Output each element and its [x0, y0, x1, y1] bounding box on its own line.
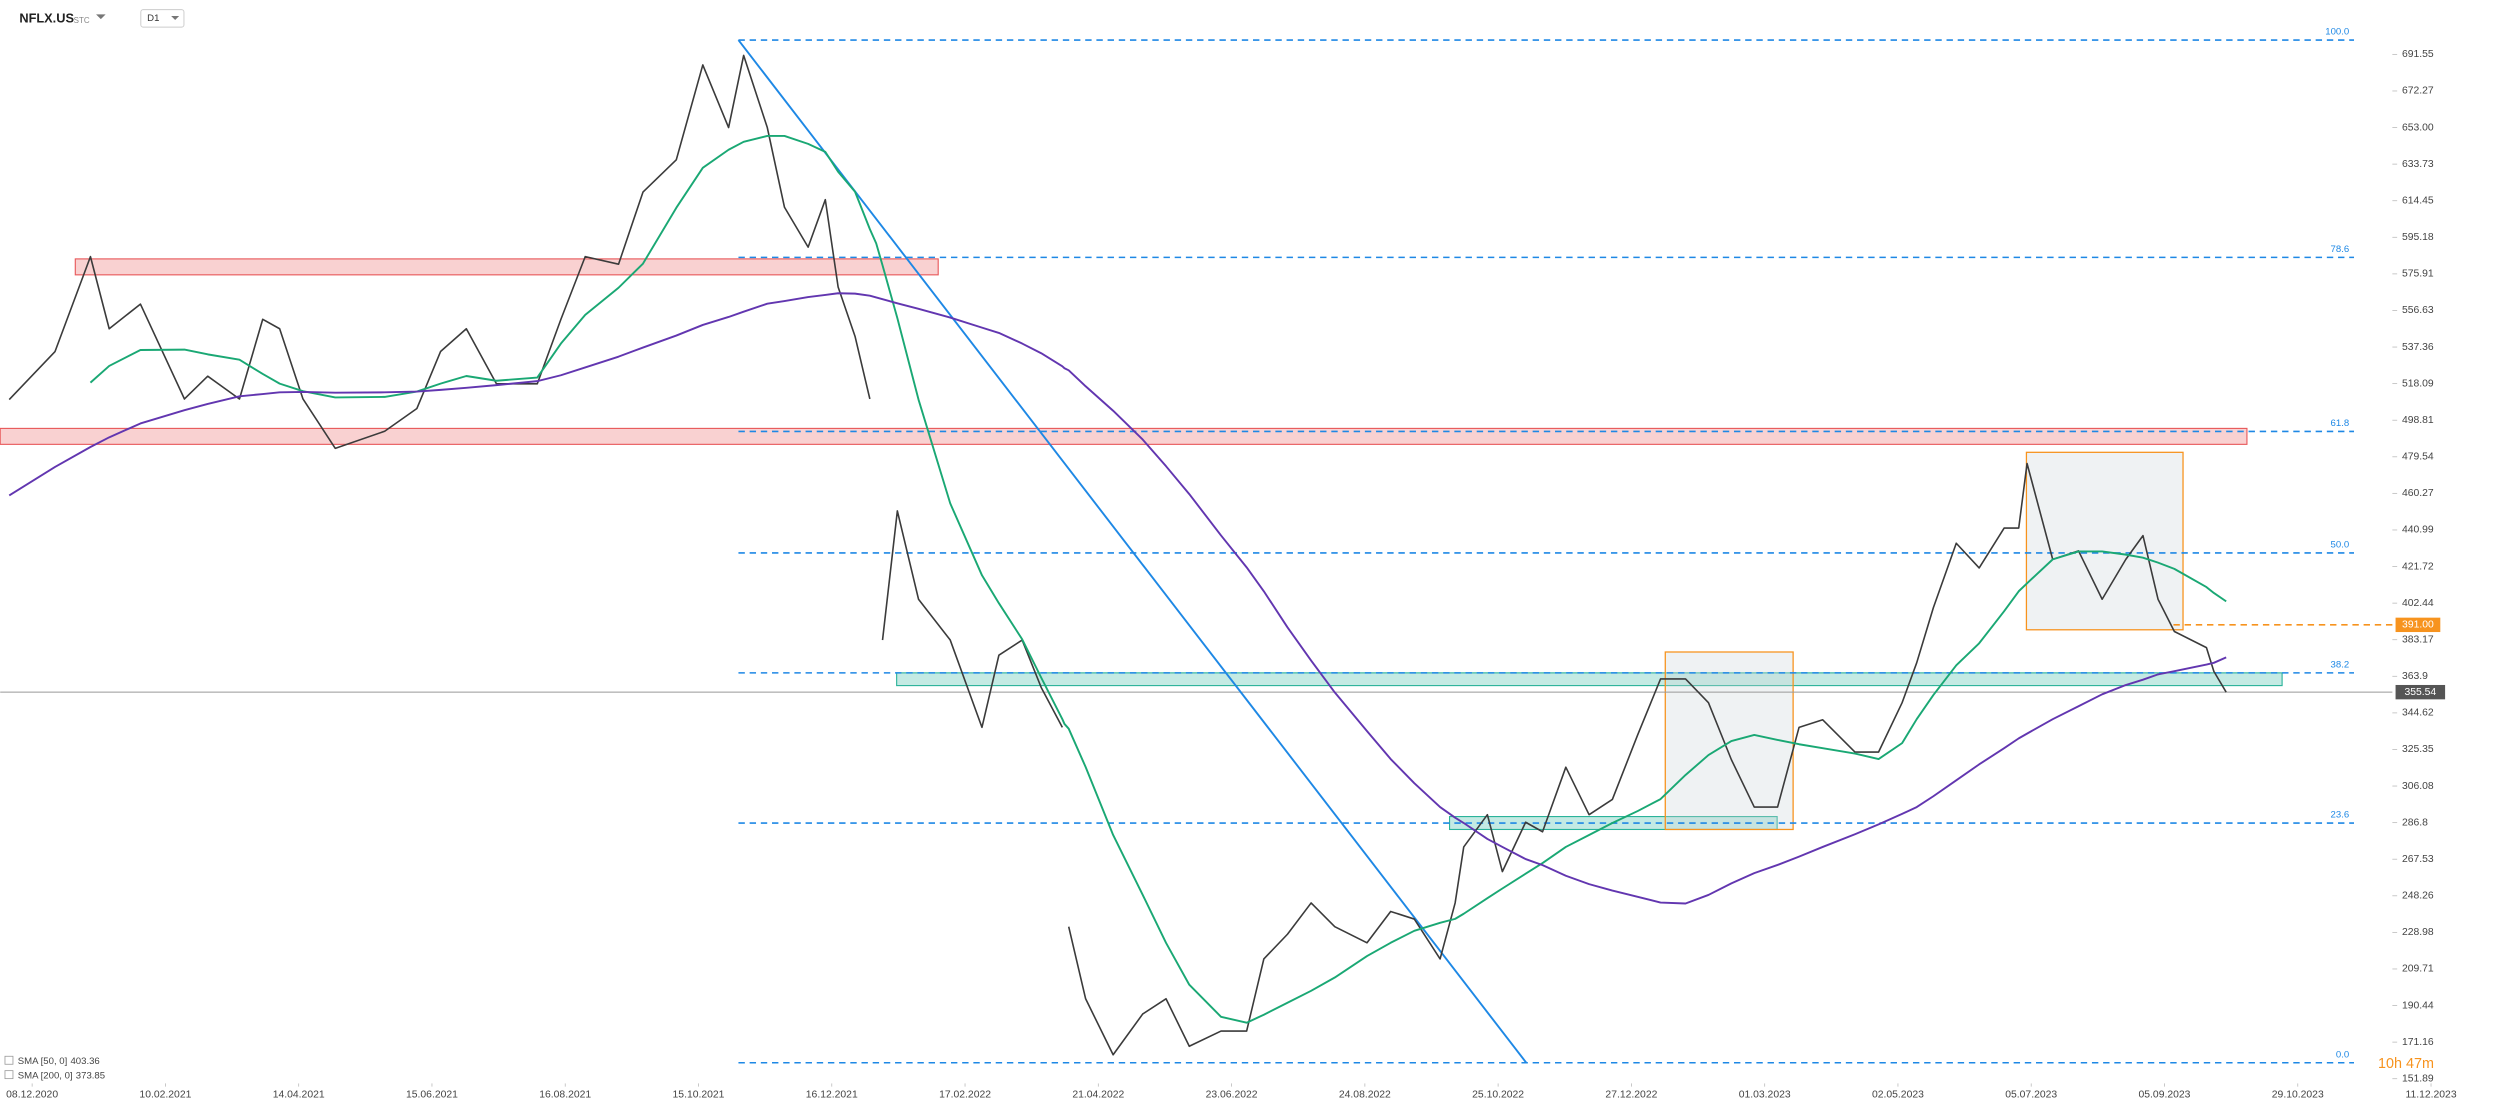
x-tick-label: 24.08.2022: [1339, 1089, 1391, 1100]
y-tick-label: 537.36: [2402, 342, 2434, 353]
fib-label: 38.2: [2331, 659, 2350, 670]
legend-value: 403.36: [70, 1056, 99, 1067]
y-tick-label: 209.71: [2402, 964, 2434, 975]
y-tick-label: 614.45: [2402, 195, 2434, 206]
current-price-tag: [2395, 684, 2446, 700]
y-tick-label: 190.44: [2402, 1000, 2434, 1011]
y-tick-label: 363.9: [2402, 671, 2428, 682]
x-tick-label: 15.06.2021: [406, 1089, 458, 1100]
legend: SMA [50, 0] 403.36 SMA [200, 0] 373.85: [4, 1055, 105, 1081]
legend-icon[interactable]: [4, 1070, 14, 1080]
y-tick-label: 171.16: [2402, 1037, 2434, 1048]
x-tick-label: 16.08.2021: [539, 1089, 591, 1100]
front-layer: 691.55 672.27 653.00 633.73 614.45 595.18 575.…: [6, 49, 2457, 1100]
fib-label: 50.0: [2331, 539, 2350, 550]
trendline: [737, 39, 1528, 1064]
exchange: STC: [74, 16, 90, 25]
fib-label: 78.6: [2331, 244, 2350, 255]
y-tick-label: 672.27: [2402, 86, 2434, 97]
x-tick-label: 16.12.2021: [806, 1089, 858, 1100]
sma-line: [89, 134, 2227, 1024]
legend-name: SMA [200, 0]: [18, 1070, 73, 1081]
range-box: [1664, 651, 1794, 831]
y-tick-label: 479.54: [2402, 452, 2434, 463]
x-tick-label: 15.10.2021: [673, 1089, 725, 1100]
y-tick-label: 575.91: [2402, 269, 2434, 280]
current-price-label: 355.54: [2404, 687, 2436, 698]
y-tick-label: 267.53: [2402, 854, 2434, 865]
y-tick-label: 518.09: [2402, 378, 2434, 389]
y-tick-label: 306.08: [2402, 781, 2434, 792]
legend-sma200: SMA [200, 0] 373.85: [18, 1070, 105, 1081]
level-label: 391.00: [2402, 620, 2434, 631]
x-tick-label: 23.06.2022: [1206, 1089, 1258, 1100]
x-tick-label: 08.12.2020: [6, 1089, 58, 1100]
y-tick-label: 383.17: [2402, 634, 2434, 645]
y-tick-label: 440.99: [2402, 525, 2434, 536]
x-tick-label: 29.10.2023: [2272, 1089, 2324, 1100]
back-layer: [0, 258, 2393, 831]
x-tick-label: 11.12.2023: [2405, 1089, 2456, 1100]
fib-label: 61.8: [2331, 418, 2350, 429]
legend-icon[interactable]: [4, 1055, 14, 1065]
y-tick-label: 286.8: [2402, 817, 2428, 828]
zone: [0, 427, 2248, 445]
x-tick-label: 05.07.2023: [2005, 1089, 2057, 1100]
fib-label: 0.0: [2336, 1049, 2349, 1060]
x-tick-label: 01.03.2023: [1739, 1089, 1791, 1100]
y-tick-label: 421.72: [2402, 561, 2434, 572]
legend-sma50: SMA [50, 0] 403.36: [18, 1056, 100, 1067]
legend-value: 373.85: [76, 1070, 105, 1081]
y-tick-label: 151.89: [2402, 1073, 2434, 1084]
fib-label: 23.6: [2331, 810, 2350, 821]
y-tick-label: 653.00: [2402, 122, 2434, 133]
zone: [74, 258, 939, 276]
zone: [896, 672, 2283, 687]
range-box: [2025, 451, 2184, 631]
x-tick-label: 21.04.2022: [1072, 1089, 1124, 1100]
legend-name: SMA [50, 0]: [18, 1056, 68, 1067]
y-tick-label: 691.55: [2402, 49, 2434, 60]
y-tick-label: 595.18: [2402, 232, 2434, 243]
y-tick-label: 556.63: [2402, 305, 2434, 316]
interval-select[interactable]: [140, 9, 185, 28]
x-tick-label: 05.09.2023: [2139, 1089, 2191, 1100]
y-tick-label: 402.44: [2402, 598, 2434, 609]
x-tick-label: 27.12.2022: [1605, 1089, 1657, 1100]
x-tick-label: 10.02.2021: [139, 1089, 191, 1100]
mid-layer: 100.0 78.6 61.8 50.0 38.2 23.6 0.0: [8, 27, 2393, 1064]
fib-label: 100.0: [2325, 27, 2349, 38]
y-tick-label: 248.26: [2402, 891, 2434, 902]
level-tag: [2395, 617, 2441, 633]
x-tick-label: 02.05.2023: [1872, 1089, 1924, 1100]
interval-dropdown[interactable]: [171, 15, 180, 20]
symbol: NFLX.US: [19, 11, 74, 26]
y-tick-label: 344.62: [2402, 708, 2434, 719]
y-tick-label: 228.98: [2402, 927, 2434, 938]
interval: D1: [147, 13, 159, 24]
y-tick-label: 498.81: [2402, 415, 2434, 426]
header: NFLX.US STC D1: [19, 9, 185, 28]
y-tick-label: 633.73: [2402, 159, 2434, 170]
y-tick-label: 325.35: [2402, 744, 2434, 755]
x-tick-label: 17.02.2022: [939, 1089, 991, 1100]
countdown: 10h 47m: [2378, 1056, 2434, 1072]
sma-line: [8, 292, 2227, 905]
x-tick-label: 25.10.2022: [1472, 1089, 1524, 1100]
symbol-dropdown[interactable]: [96, 14, 106, 20]
x-tick-label: 14.04.2021: [273, 1089, 325, 1100]
y-tick-label: 460.27: [2402, 488, 2434, 499]
